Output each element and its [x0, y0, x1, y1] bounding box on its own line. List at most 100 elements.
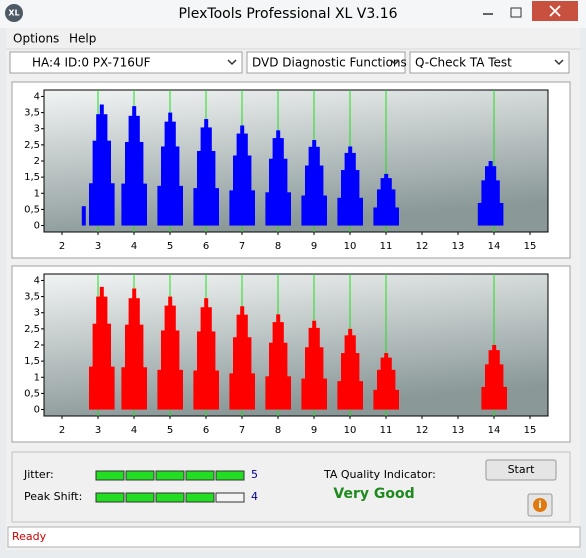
x-tick-label: 15: [524, 425, 537, 436]
results-panel: [11, 451, 571, 523]
bar: [81, 206, 86, 226]
dropdown-text[interactable]: Q-Check TA Test: [415, 56, 512, 70]
bar: [107, 140, 111, 226]
bar: [197, 150, 201, 226]
x-tick-label: 8: [275, 241, 281, 252]
bar: [92, 140, 97, 226]
bar: [495, 350, 500, 410]
bar: [179, 369, 183, 410]
x-tick-label: 14: [488, 241, 501, 252]
start-button-label[interactable]: Start: [508, 463, 536, 476]
bar: [211, 331, 216, 410]
bar: [233, 155, 237, 226]
bar: [168, 112, 173, 226]
dropdown-arrow: [227, 59, 237, 66]
bar: [276, 314, 281, 410]
app-icon: [5, 4, 23, 22]
x-tick-label: 11: [380, 241, 393, 252]
bar: [312, 140, 317, 226]
bar: [103, 296, 108, 410]
bar: [287, 192, 291, 226]
dropdown-arrow: [554, 59, 564, 66]
dropdown[interactable]: [246, 51, 406, 74]
bar: [200, 127, 205, 226]
meter-segment: [185, 470, 215, 481]
bar: [276, 130, 281, 226]
bar: [355, 353, 360, 410]
bar: [301, 195, 306, 226]
dropdown-text[interactable]: DVD Diagnostic Functions: [252, 56, 407, 70]
meter-label: Peak Shift:: [24, 490, 82, 503]
dropdown[interactable]: [409, 51, 570, 74]
bar: [305, 347, 309, 410]
y-tick-label: 1: [34, 188, 40, 199]
info-icon-glyph: i: [538, 500, 541, 511]
x-tick-label: 10: [344, 241, 357, 252]
bar: [319, 347, 324, 410]
bar: [341, 353, 345, 410]
bar: [99, 104, 104, 226]
meter-segment: [155, 492, 185, 503]
dropdown-text[interactable]: HA:4 ID:0 PX-716UF: [32, 56, 151, 70]
bar: [132, 106, 137, 226]
bar: [125, 141, 129, 226]
x-tick-label: 2: [59, 425, 65, 436]
x-tick-label: 13: [452, 241, 465, 252]
y-tick-label: 1,5: [24, 356, 40, 367]
bar: [157, 369, 162, 410]
y-tick-label: 0,5: [24, 388, 40, 399]
x-tick-label: 12: [416, 425, 429, 436]
menu-item[interactable]: Help: [69, 32, 96, 46]
bar: [373, 207, 378, 226]
bar: [215, 370, 219, 410]
bar: [387, 357, 392, 410]
y-tick-label: 0: [34, 405, 40, 416]
bar: [269, 158, 273, 226]
bar: [265, 192, 270, 226]
maximize-button[interactable]: [510, 7, 522, 18]
x-tick-label: 13: [452, 425, 465, 436]
bar: [179, 185, 183, 226]
bar: [236, 314, 241, 410]
bar: [308, 327, 313, 410]
quality-label: TA Quality Indicator:: [323, 468, 436, 481]
bar: [143, 183, 147, 226]
start-button[interactable]: [485, 459, 557, 481]
bar: [395, 389, 399, 410]
bar: [204, 119, 209, 226]
bar: [193, 188, 198, 226]
menu-item[interactable]: Options: [13, 32, 59, 46]
bar: [308, 146, 313, 226]
bar: [359, 197, 363, 226]
meter-segment: [125, 492, 155, 503]
y-tick-label: 0: [34, 221, 40, 232]
bar: [161, 330, 165, 410]
dropdown[interactable]: [9, 51, 243, 74]
bar: [319, 165, 324, 226]
meter-segment: [95, 492, 125, 503]
bar: [96, 296, 101, 410]
meter-segment: [95, 470, 125, 481]
x-tick-label: 3: [95, 425, 101, 436]
bar: [96, 114, 101, 226]
bar: [204, 298, 209, 410]
bar: [503, 386, 507, 410]
x-tick-label: 7: [239, 425, 245, 436]
bar: [395, 207, 399, 226]
bar: [139, 324, 144, 410]
bar: [481, 180, 486, 226]
bar: [164, 305, 169, 410]
bar: [492, 345, 497, 410]
bar: [164, 121, 169, 226]
bar: [135, 115, 140, 226]
x-tick-label: 4: [131, 241, 137, 252]
bar: [351, 335, 356, 410]
x-tick-label: 5: [167, 241, 173, 252]
bar: [135, 298, 140, 410]
x-tick-label: 12: [416, 241, 429, 252]
plot-area: [43, 89, 549, 233]
bar: [121, 183, 126, 226]
bar: [243, 314, 248, 410]
bar: [251, 373, 255, 410]
